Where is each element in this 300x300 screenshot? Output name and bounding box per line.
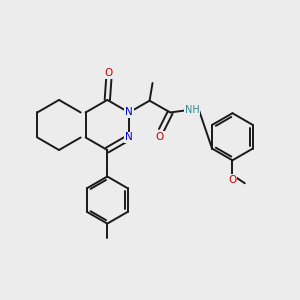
Text: N: N (125, 107, 133, 118)
Text: NH: NH (185, 104, 200, 115)
Text: O: O (228, 175, 237, 185)
Text: N: N (125, 133, 133, 142)
Text: O: O (105, 68, 113, 78)
Text: O: O (156, 132, 164, 142)
